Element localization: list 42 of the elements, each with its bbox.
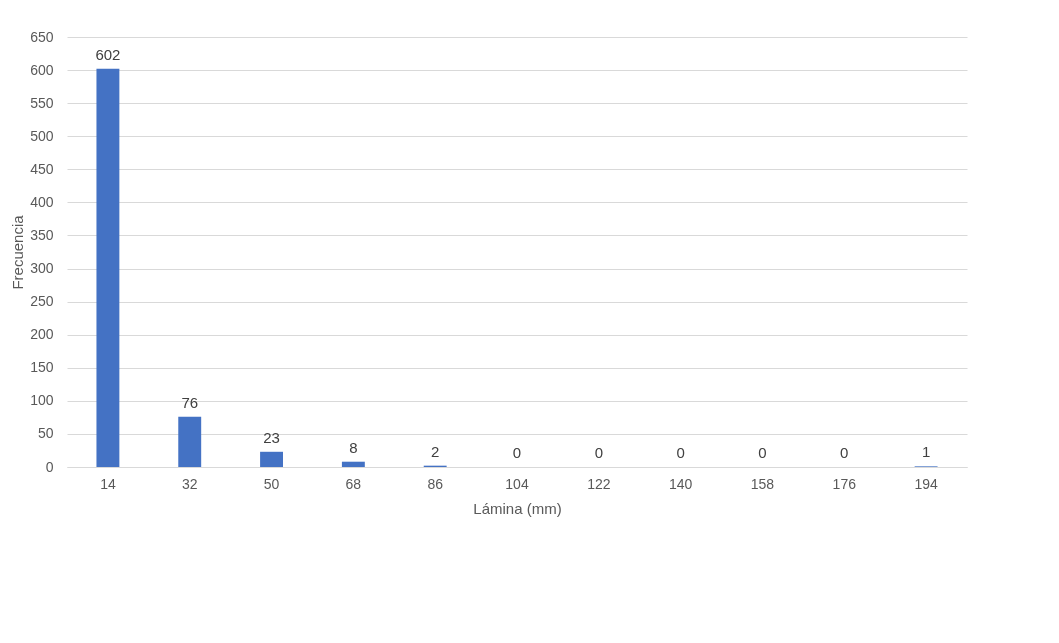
y-tick-label: 50: [37, 425, 54, 442]
x-axis-title: Lámina (mm): [473, 499, 562, 517]
y-tick-label: 500: [30, 127, 54, 144]
bar: [341, 461, 365, 467]
bar: [260, 451, 283, 467]
x-tick-label: 140: [668, 475, 693, 492]
y-tick-label: 200: [30, 326, 54, 343]
bar: [178, 416, 202, 467]
y-tick-label: 400: [30, 193, 54, 210]
y-tick-label: 300: [30, 260, 54, 277]
data-label: 0: [512, 444, 522, 461]
bar: [96, 68, 120, 467]
y-tick-label: 450: [30, 160, 54, 177]
x-tick-label: 32: [181, 475, 198, 492]
data-label: 76: [181, 393, 199, 411]
data-label: 0: [758, 444, 767, 461]
data-label: 0: [594, 444, 603, 461]
x-tick-label: 194: [914, 475, 938, 492]
x-tick-label: 104: [505, 475, 529, 492]
y-tick-label: 600: [30, 61, 54, 78]
x-tick-label: 50: [263, 475, 280, 492]
x-tick-label: 176: [832, 475, 857, 492]
y-tick-label: 650: [30, 28, 54, 45]
x-tick-label: 158: [750, 475, 775, 492]
y-tick-label: 250: [30, 293, 54, 310]
data-label: 1: [921, 443, 931, 461]
x-tick-label: 68: [345, 475, 362, 492]
data-label: 8: [349, 438, 358, 456]
x-tick-label: 86: [427, 475, 444, 492]
x-tick-label: 122: [587, 475, 611, 492]
y-tick-label: 550: [30, 94, 54, 111]
y-axis-title: Frecuencia: [9, 214, 27, 290]
y-tick-label: 350: [30, 226, 54, 243]
data-label: 2: [431, 442, 440, 460]
y-tick-label: 100: [30, 392, 54, 409]
data-label: 602: [95, 45, 121, 63]
x-tick-label: 14: [100, 475, 116, 492]
y-tick-label: 150: [30, 359, 54, 376]
data-label: 0: [676, 444, 685, 461]
y-tick-label: 0: [45, 458, 54, 475]
data-label: 23: [263, 428, 280, 446]
data-label: 0: [840, 444, 849, 461]
